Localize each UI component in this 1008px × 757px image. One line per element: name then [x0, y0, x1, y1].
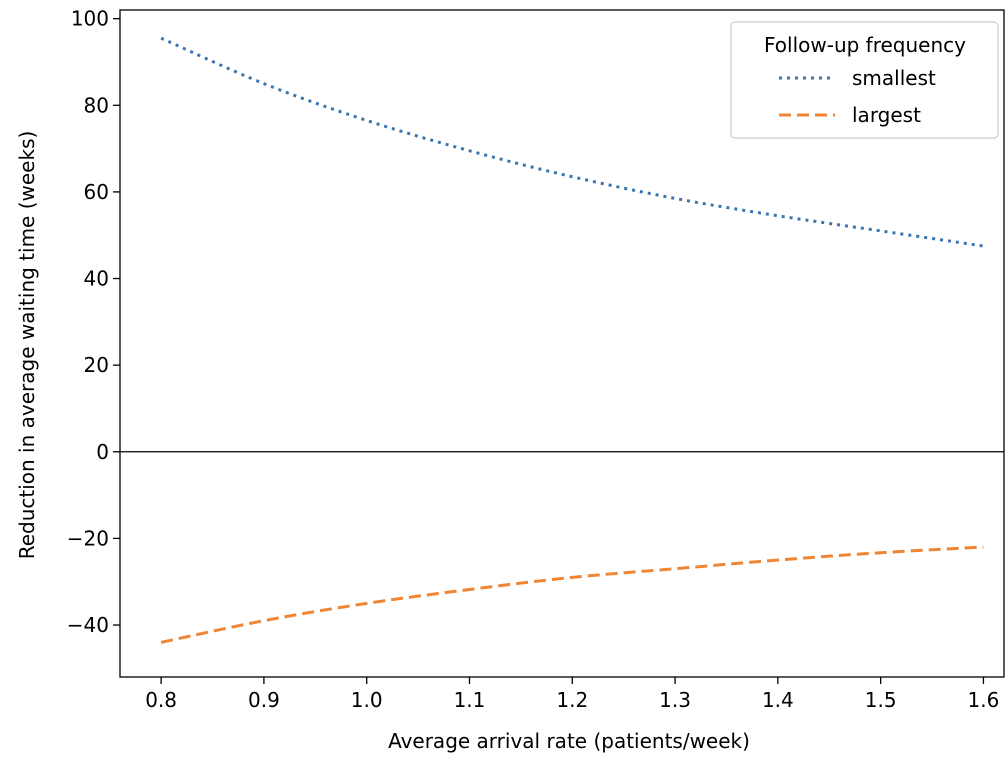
y-tick-label: 40 [84, 267, 109, 291]
y-tick-label: 100 [71, 7, 109, 31]
y-tick-label: 0 [96, 440, 109, 464]
x-tick-label: 1.1 [454, 688, 486, 712]
y-axis-label: Reduction in average waiting time (weeks… [15, 131, 39, 560]
x-tick-label: 1.5 [865, 688, 897, 712]
x-axis-ticks: 0.8 0.9 1.0 1.1 1.2 1.3 1.4 1.5 1.6 [145, 677, 999, 712]
x-tick-label: 1.0 [351, 688, 383, 712]
x-tick-label: 0.8 [145, 688, 177, 712]
x-tick-label: 1.3 [659, 688, 691, 712]
x-tick-label: 0.9 [248, 688, 280, 712]
y-tick-label: −20 [67, 526, 109, 550]
series-lines [160, 36, 984, 644]
series-line-smallest [160, 36, 984, 248]
y-tick-label: 20 [84, 353, 109, 377]
legend-box [730, 21, 999, 139]
legend-label-largest: largest [852, 103, 921, 127]
x-tick-label: 1.2 [556, 688, 588, 712]
series-line-largest [160, 545, 984, 644]
legend-label-smallest: smallest [852, 66, 936, 90]
x-tick-label: 1.4 [762, 688, 794, 712]
x-axis-label: Average arrival rate (patients/week) [388, 729, 750, 753]
x-tick-label: 1.6 [968, 688, 1000, 712]
legend: Follow-up frequency smallest largest [730, 21, 999, 139]
y-tick-label: −40 [67, 613, 109, 637]
y-axis-ticks: −40 −20 0 20 40 60 80 100 [67, 7, 120, 637]
plot-area-frame [119, 9, 1005, 678]
y-tick-label: 60 [84, 180, 109, 204]
legend-title: Follow-up frequency [764, 33, 966, 57]
y-tick-label: 80 [84, 93, 109, 117]
